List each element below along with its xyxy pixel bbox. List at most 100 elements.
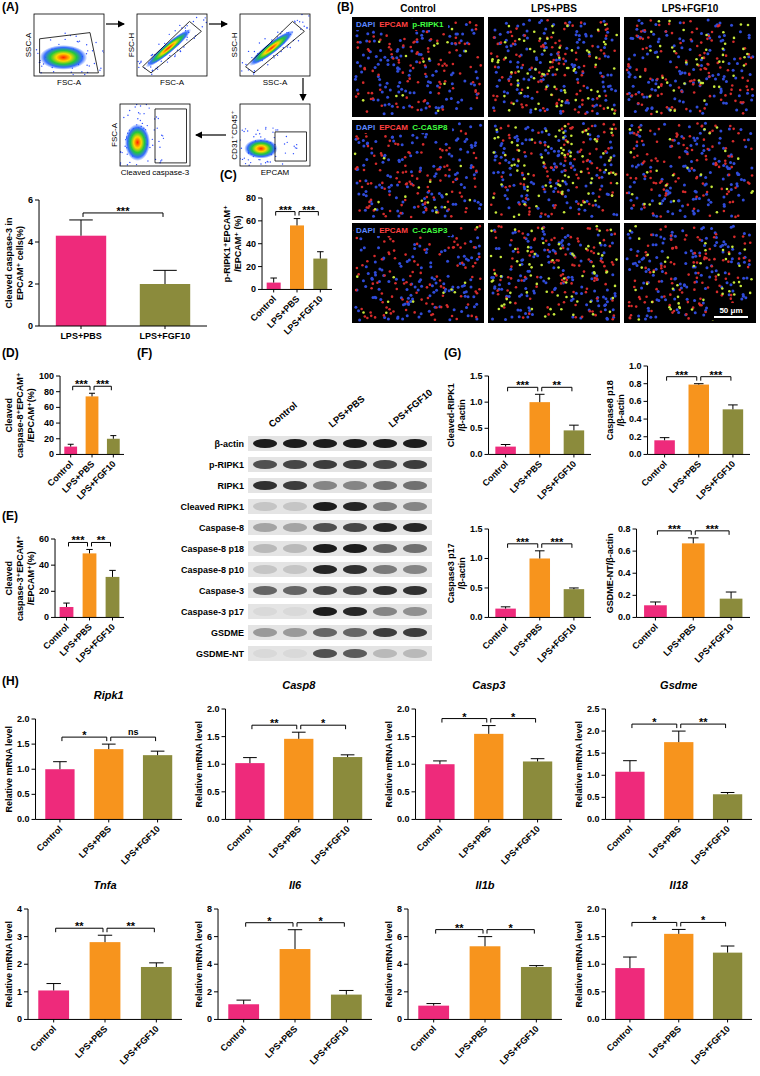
if-signal xyxy=(531,129,534,132)
if-signal xyxy=(695,191,698,194)
if-signal xyxy=(419,166,422,169)
if-signal xyxy=(492,95,495,98)
flow-cloud xyxy=(240,127,307,166)
flow-event xyxy=(265,128,266,129)
if-signal xyxy=(581,131,584,134)
if-signal xyxy=(384,104,387,107)
if-signal xyxy=(583,65,586,68)
if-signal xyxy=(661,77,664,80)
if-signal xyxy=(749,73,752,76)
if-signal xyxy=(743,64,746,67)
if-signal xyxy=(452,181,455,184)
if-signal xyxy=(399,212,402,215)
if-channel-label: p-RIPK1 xyxy=(412,20,444,29)
if-signal xyxy=(431,209,434,212)
if-signal xyxy=(465,132,468,135)
if-signal xyxy=(411,106,414,109)
if-signal xyxy=(437,109,440,112)
if-signal xyxy=(678,37,681,40)
if-signal xyxy=(493,158,496,161)
if-signal xyxy=(426,31,429,34)
if-signal xyxy=(553,162,556,165)
if-signal xyxy=(539,140,542,143)
if-signal xyxy=(698,197,701,200)
if-signal xyxy=(502,151,505,154)
if-signal xyxy=(569,155,572,158)
flow-event xyxy=(137,118,138,119)
if-signal xyxy=(607,193,610,196)
if-signal xyxy=(728,62,731,65)
if-signal xyxy=(365,194,368,197)
if-signal xyxy=(450,215,453,218)
if-signal xyxy=(650,88,653,91)
if-signal xyxy=(537,102,540,105)
if-signal xyxy=(632,204,635,207)
if-signal xyxy=(523,178,526,181)
if-signal xyxy=(586,200,589,203)
if-signal xyxy=(696,45,699,48)
if-signal xyxy=(600,49,603,52)
flow-event xyxy=(123,117,124,118)
if-signal xyxy=(616,182,619,185)
if-signal xyxy=(687,204,690,207)
if-signal xyxy=(455,49,458,52)
if-signal xyxy=(707,63,710,66)
if-signal xyxy=(517,79,520,82)
if-signal xyxy=(603,46,606,49)
if-signal xyxy=(493,36,496,39)
if-signal xyxy=(368,40,371,43)
if-signal xyxy=(518,38,521,41)
if-signal xyxy=(668,20,671,23)
if-signal xyxy=(682,39,685,42)
if-signal xyxy=(379,84,382,87)
flow-event xyxy=(267,64,268,65)
if-signal xyxy=(702,149,705,152)
if-signal xyxy=(541,185,544,188)
if-signal xyxy=(739,57,742,60)
if-signal xyxy=(366,142,369,145)
if-signal xyxy=(521,142,524,145)
if-signal xyxy=(466,150,469,153)
if-signal xyxy=(388,43,391,46)
flow-event xyxy=(185,27,186,28)
if-signal xyxy=(730,24,733,27)
if-signal xyxy=(420,151,423,154)
if-signal xyxy=(427,50,430,53)
if-signal xyxy=(523,203,526,206)
flow-event xyxy=(169,34,170,35)
if-signal xyxy=(442,108,445,111)
if-signal xyxy=(564,125,567,128)
if-signal xyxy=(568,21,571,24)
if-signal xyxy=(684,71,687,74)
if-signal xyxy=(640,162,643,165)
if-signal xyxy=(551,46,554,49)
if-signal xyxy=(631,165,634,168)
if-signal xyxy=(747,55,750,58)
flow-event xyxy=(36,49,37,50)
flow-event xyxy=(260,136,261,137)
if-signal xyxy=(641,93,644,96)
if-signal xyxy=(748,36,751,39)
if-signal xyxy=(561,128,564,131)
if-signal xyxy=(460,183,463,186)
if-signal xyxy=(441,149,444,152)
if-signal xyxy=(564,125,567,128)
if-signal xyxy=(366,142,369,145)
flow-frame xyxy=(137,14,207,76)
if-signal xyxy=(509,60,512,63)
if-signal xyxy=(542,44,545,47)
flow-event xyxy=(152,139,153,140)
if-signal xyxy=(626,69,629,72)
if-signal xyxy=(490,203,493,206)
if-signal xyxy=(555,88,558,91)
flow-event xyxy=(264,38,265,39)
if-signal xyxy=(746,53,749,56)
if-signal xyxy=(361,186,364,189)
if-signal xyxy=(604,23,607,26)
if-signal xyxy=(469,66,472,69)
if-signal xyxy=(518,55,521,58)
if-channel-label: EPCAM xyxy=(379,20,408,29)
if-signal xyxy=(518,149,521,152)
if-signal xyxy=(458,42,461,45)
if-signal xyxy=(587,97,590,100)
